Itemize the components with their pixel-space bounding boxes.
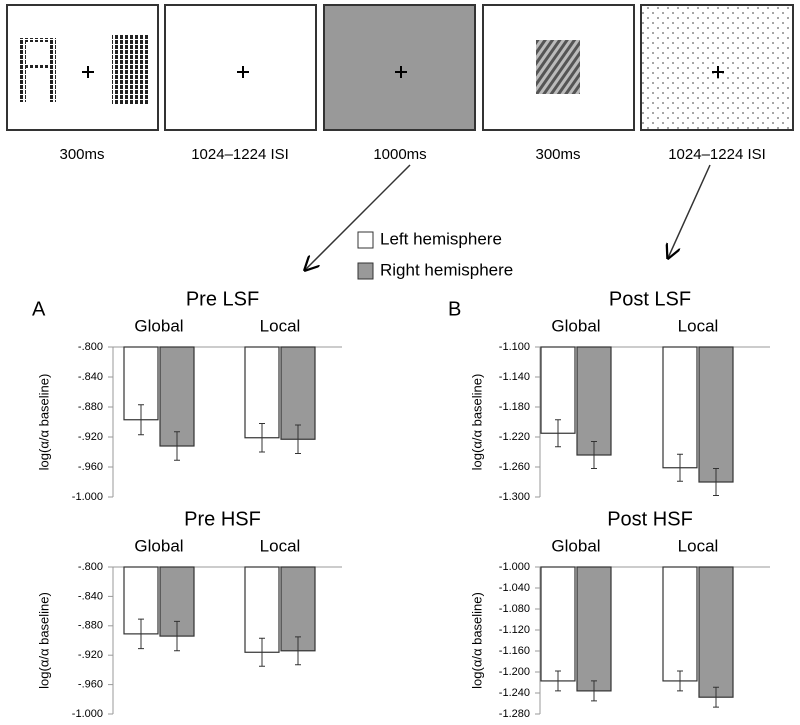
error-bar <box>174 431 180 461</box>
error-bar <box>591 441 597 469</box>
y-tick-label: -1.000 <box>499 561 530 573</box>
y-tick-label: -1.220 <box>499 431 530 443</box>
bar <box>280 346 316 440</box>
stimulus-box <box>323 4 476 131</box>
y-tick-label: -1.000 <box>72 708 103 720</box>
category-label: Global <box>551 316 600 335</box>
y-tick-label: -1.140 <box>499 371 530 383</box>
y-axis-label: log(α/α baseline) <box>36 374 51 471</box>
category-label: Local <box>260 316 301 335</box>
category-label: Global <box>134 316 183 335</box>
error-bar <box>295 424 301 454</box>
error-bar <box>174 620 180 652</box>
bar <box>576 346 612 456</box>
error-bar <box>259 423 265 453</box>
bar <box>698 346 734 483</box>
y-tick-label: -.960 <box>78 461 103 473</box>
stimulus-label: 1024–1224 ISI <box>668 146 766 163</box>
fixation-cross <box>82 66 724 78</box>
y-tick-label: -.840 <box>78 371 103 383</box>
y-tick-label: -1.100 <box>499 341 530 353</box>
error-bar <box>259 637 265 667</box>
error-bar <box>591 680 597 702</box>
y-tick-label: -1.200 <box>499 666 530 678</box>
error-bar <box>713 686 719 708</box>
stimulus-box <box>164 4 317 131</box>
stimulus-letters <box>20 64 56 68</box>
bar <box>159 346 195 447</box>
error-bar <box>295 636 301 666</box>
chart-title: Pre HSF <box>184 508 261 530</box>
y-tick-label: -1.300 <box>499 491 530 503</box>
bar <box>540 346 576 434</box>
chart-title: Post LSF <box>609 288 691 310</box>
category-label: Global <box>134 536 183 555</box>
y-tick-label: -1.240 <box>499 687 530 699</box>
error-bar <box>555 670 561 692</box>
bar <box>698 566 734 698</box>
y-axis-label: log(α/α baseline) <box>469 592 484 689</box>
legend-label: Right hemisphere <box>380 260 513 279</box>
error-bar <box>138 618 144 650</box>
y-tick-label: -1.000 <box>72 491 103 503</box>
stimulus-label: 1024–1224 ISI <box>191 146 289 163</box>
error-bar <box>677 670 683 692</box>
y-tick-label: -1.080 <box>499 603 530 615</box>
arrow <box>668 164 711 258</box>
bar <box>662 566 698 682</box>
y-tick-label: -.800 <box>78 341 103 353</box>
stimulus-panels <box>6 4 794 270</box>
error-bar <box>138 404 144 436</box>
y-tick-label: -1.280 <box>499 708 530 720</box>
chart-title: Pre LSF <box>186 288 259 310</box>
bar <box>662 346 698 469</box>
stimulus-label: 300ms <box>59 146 104 163</box>
error-bar <box>677 453 683 482</box>
category-label: Local <box>678 536 719 555</box>
y-tick-label: -1.260 <box>499 461 530 473</box>
legend-swatch <box>357 231 374 249</box>
category-label: Local <box>678 316 719 335</box>
error-bar <box>555 419 561 448</box>
panel-label: B <box>448 298 461 320</box>
stimulus-letters <box>50 38 56 102</box>
stimulus-label: 300ms <box>535 146 580 163</box>
arrow <box>305 164 411 270</box>
legend-label: Left hemisphere <box>380 229 502 248</box>
y-tick-label: -.920 <box>78 431 103 443</box>
y-tick-label: -1.040 <box>499 582 530 594</box>
stimulus-label: 1000ms <box>373 146 426 163</box>
stimulus-letters <box>112 34 148 104</box>
y-tick-label: -.880 <box>78 620 103 632</box>
error-bar <box>713 468 719 496</box>
y-tick-label: -.880 <box>78 401 103 413</box>
y-tick-label: -.960 <box>78 679 103 691</box>
chart-title: Post HSF <box>607 508 693 530</box>
y-tick-label: -1.180 <box>499 401 530 413</box>
stimulus-letters <box>20 38 26 102</box>
gabor <box>536 40 580 94</box>
y-axis-label: log(α/α baseline) <box>469 374 484 471</box>
y-tick-label: -.840 <box>78 590 103 602</box>
legend-swatch <box>357 262 374 280</box>
stimulus-letters <box>20 38 56 42</box>
y-tick-label: -1.160 <box>499 645 530 657</box>
bar <box>576 566 612 692</box>
category-label: Global <box>551 536 600 555</box>
y-tick-label: -1.120 <box>499 624 530 636</box>
panel-label: A <box>32 298 46 320</box>
y-tick-label: -.920 <box>78 649 103 661</box>
category-label: Local <box>260 536 301 555</box>
bar <box>540 566 576 682</box>
y-tick-label: -.800 <box>78 561 103 573</box>
y-axis-label: log(α/α baseline) <box>36 592 51 689</box>
